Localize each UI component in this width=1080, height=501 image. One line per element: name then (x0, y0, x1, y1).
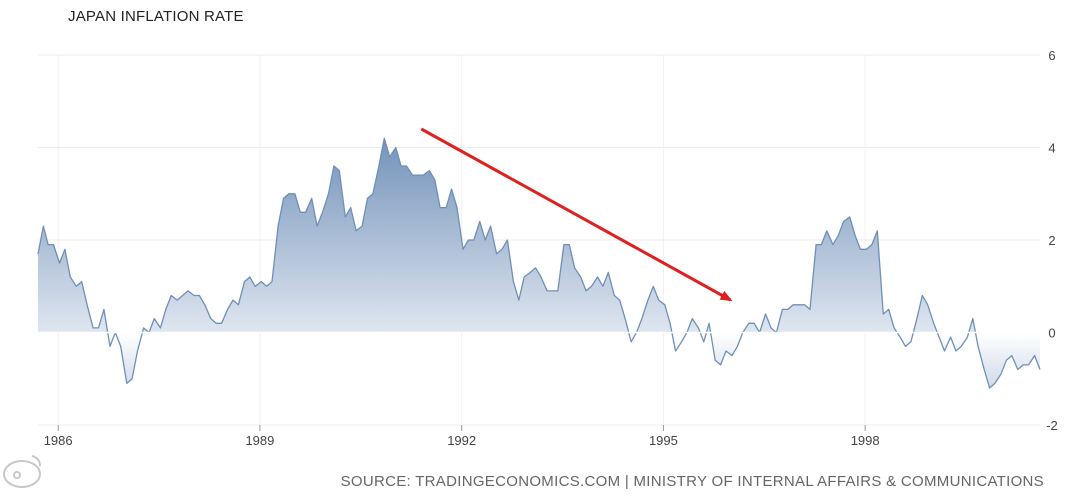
chart-title: JAPAN INFLATION RATE (68, 8, 244, 25)
y-tick-label: 2 (1048, 233, 1055, 248)
x-tick-label: 1995 (649, 433, 678, 448)
y-axis-ticks: 6 4 2 0 -2 (1046, 48, 1058, 433)
trend-arrow (420, 127, 733, 302)
y-tick-label: -2 (1046, 418, 1058, 433)
area-fill-negative (38, 332, 1040, 388)
x-axis-ticks: 1986 1989 1992 1995 1998 (44, 425, 880, 448)
x-tick-label: 1989 (245, 433, 274, 448)
source-note: SOURCE: TRADINGECONOMICS.COM | MINISTRY … (340, 473, 1044, 490)
y-tick-label: 4 (1048, 141, 1055, 156)
x-tick-label: 1998 (851, 433, 880, 448)
area-series (37, 137, 1041, 389)
area-fill-positive (38, 138, 976, 332)
grid-lines (38, 54, 1040, 426)
red-arrow (420, 127, 733, 302)
y-tick-label: 0 (1048, 326, 1055, 341)
y-tick-label: 6 (1048, 48, 1055, 63)
x-tick-label: 1986 (44, 433, 73, 448)
series-line (37, 137, 1041, 389)
watermark-logo (3, 455, 41, 488)
x-tick-label: 1992 (447, 433, 476, 448)
